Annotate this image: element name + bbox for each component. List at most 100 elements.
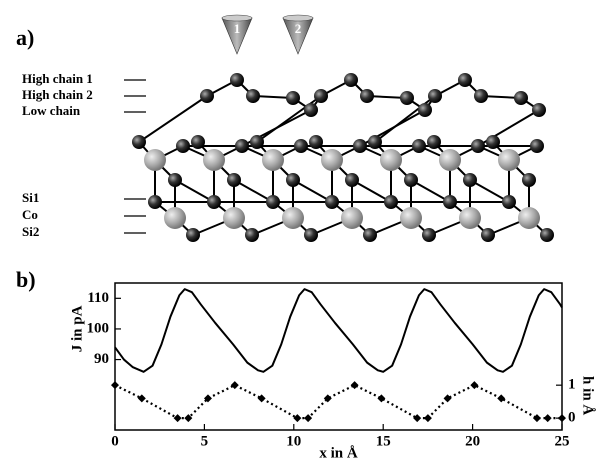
level-label: High chain 1 bbox=[22, 71, 93, 86]
stm-tip-top bbox=[282, 14, 314, 22]
silicon-atom bbox=[428, 89, 442, 103]
data-point bbox=[470, 381, 479, 390]
silicon-atom bbox=[360, 89, 374, 103]
panel-label: b) bbox=[16, 267, 36, 292]
silicon-atom bbox=[314, 89, 328, 103]
silicon-atom bbox=[368, 135, 382, 149]
silicon-atom bbox=[344, 73, 358, 87]
silicon-atom bbox=[412, 139, 426, 153]
silicon-atom bbox=[191, 135, 205, 149]
x-tick-label: 5 bbox=[201, 433, 209, 449]
silicon-atom bbox=[474, 89, 488, 103]
level-label: Si1 bbox=[22, 190, 39, 205]
silicon-atom bbox=[235, 139, 249, 153]
stm-tip-top bbox=[221, 14, 253, 22]
tip-label: 2 bbox=[295, 21, 302, 36]
silicon-atom bbox=[404, 173, 418, 187]
silicon-atom bbox=[540, 228, 554, 242]
x-tick-label: 20 bbox=[465, 433, 480, 449]
y2-axis-title: h in Å bbox=[580, 376, 596, 415]
data-line bbox=[114, 384, 562, 420]
silicon-atom bbox=[294, 139, 308, 153]
data-point bbox=[543, 414, 552, 423]
silicon-atom bbox=[286, 91, 300, 105]
data-point bbox=[443, 394, 452, 403]
bond bbox=[174, 179, 215, 203]
x-tick-label: 25 bbox=[555, 433, 570, 449]
silicon-atom bbox=[286, 173, 300, 187]
data-point bbox=[377, 394, 386, 403]
data-point bbox=[203, 394, 212, 403]
x-axis-title: x in Å bbox=[319, 445, 358, 460]
y2-tick-label: 0 bbox=[568, 410, 576, 426]
silicon-atom bbox=[532, 103, 546, 117]
data-point bbox=[257, 394, 266, 403]
silicon-atom bbox=[246, 89, 260, 103]
cobalt-atom bbox=[203, 149, 225, 171]
atoms bbox=[132, 73, 554, 242]
silicon-atom bbox=[186, 228, 200, 242]
silicon-atom bbox=[250, 135, 264, 149]
bond bbox=[410, 179, 451, 203]
silicon-atom bbox=[176, 139, 190, 153]
silicon-atom bbox=[363, 228, 377, 242]
silicon-atom bbox=[443, 195, 457, 209]
x-tick-label: 10 bbox=[286, 433, 301, 449]
silicon-atom bbox=[400, 91, 414, 105]
data-line bbox=[114, 288, 563, 373]
silicon-atom bbox=[384, 195, 398, 209]
cobalt-atom bbox=[321, 149, 343, 171]
plot-frame bbox=[114, 282, 563, 431]
y2-tick-label: 1 bbox=[568, 377, 576, 393]
silicon-atom bbox=[207, 195, 221, 209]
x-tick-label: 15 bbox=[376, 433, 391, 449]
bond bbox=[351, 179, 392, 203]
y-axis-title: J in pA bbox=[69, 305, 85, 352]
silicon-atom bbox=[502, 195, 516, 209]
silicon-atom bbox=[200, 89, 214, 103]
cobalt-atom bbox=[380, 149, 402, 171]
level-label: Co bbox=[22, 207, 38, 222]
x-tick-label: 0 bbox=[111, 433, 119, 449]
bond bbox=[138, 95, 208, 143]
cobalt-atom bbox=[282, 207, 304, 229]
data-point bbox=[350, 381, 359, 390]
panel-label: a) bbox=[16, 25, 34, 50]
silicon-atom bbox=[148, 195, 162, 209]
silicon-atom bbox=[266, 195, 280, 209]
data-point bbox=[532, 414, 541, 423]
silicon-atom bbox=[427, 135, 441, 149]
level-label: Low chain bbox=[22, 103, 81, 118]
cobalt-atom bbox=[518, 207, 540, 229]
silicon-atom bbox=[345, 173, 359, 187]
data-point bbox=[293, 414, 302, 423]
y-tick-label: 100 bbox=[87, 320, 110, 336]
cobalt-atom bbox=[498, 149, 520, 171]
silicon-atom bbox=[522, 173, 536, 187]
silicon-atom bbox=[168, 173, 182, 187]
bond bbox=[233, 179, 274, 203]
silicon-atom bbox=[245, 228, 259, 242]
data-point bbox=[137, 394, 146, 403]
cobalt-atom bbox=[262, 149, 284, 171]
silicon-atom bbox=[227, 173, 241, 187]
level-label: High chain 2 bbox=[22, 87, 93, 102]
silicon-atom bbox=[481, 228, 495, 242]
silicon-atom bbox=[530, 139, 544, 153]
data-point bbox=[558, 414, 566, 423]
bond bbox=[292, 179, 333, 203]
cobalt-atom bbox=[459, 207, 481, 229]
data-point bbox=[323, 394, 332, 403]
data-point bbox=[423, 414, 432, 423]
silicon-atom bbox=[422, 228, 436, 242]
silicon-atom bbox=[325, 195, 339, 209]
data-point bbox=[111, 381, 119, 390]
silicon-atom bbox=[514, 91, 528, 105]
silicon-atom bbox=[353, 139, 367, 153]
cobalt-atom bbox=[223, 207, 245, 229]
cobalt-atom bbox=[341, 207, 363, 229]
silicon-atom bbox=[309, 135, 323, 149]
silicon-atom bbox=[463, 173, 477, 187]
y-tick-label: 110 bbox=[87, 290, 109, 306]
data-point bbox=[184, 414, 193, 423]
